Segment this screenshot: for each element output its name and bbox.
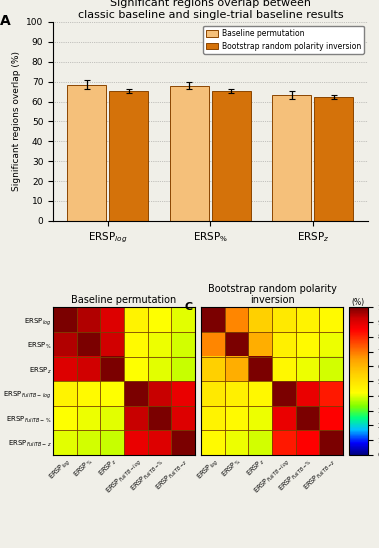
Text: C: C <box>184 301 192 312</box>
Title: Bootstrap random polarity
inversion: Bootstrap random polarity inversion <box>208 284 337 305</box>
Text: A: A <box>0 14 10 28</box>
Title: Baseline permutation: Baseline permutation <box>71 295 177 305</box>
Y-axis label: Significant regions overlap (%): Significant regions overlap (%) <box>11 52 20 191</box>
Legend: Baseline permutation, Bootstrap random polarity inversion: Baseline permutation, Bootstrap random p… <box>203 26 364 54</box>
Bar <box>170 85 209 221</box>
Title: Significant regions overlap between
classic baseline and single-trial baseline r: Significant regions overlap between clas… <box>78 0 343 20</box>
Bar <box>273 95 311 221</box>
Bar <box>67 84 106 221</box>
Bar <box>315 96 353 221</box>
Bar <box>110 90 148 221</box>
Bar <box>212 90 251 221</box>
Title: (%): (%) <box>352 298 365 307</box>
